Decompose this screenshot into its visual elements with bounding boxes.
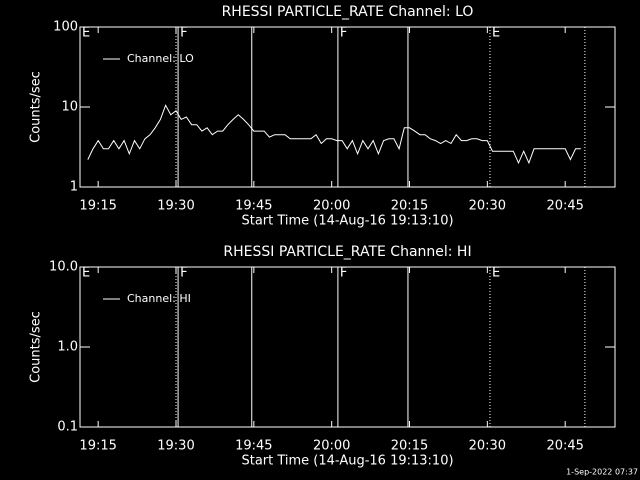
x-tick-label: 19:15 bbox=[79, 199, 116, 214]
chart-title: RHESSI PARTICLE_RATE Channel: LO bbox=[222, 4, 474, 20]
x-tick-label: 20:00 bbox=[313, 439, 350, 454]
x-axis-label: Start Time (14-Aug-16 19:13:10) bbox=[241, 214, 453, 229]
flag-label: E bbox=[82, 26, 90, 41]
x-tick-label: 20:30 bbox=[469, 439, 506, 454]
flag-label: E bbox=[82, 266, 90, 281]
y-axis-label: Counts/sec bbox=[29, 71, 44, 143]
x-tick-label: 19:30 bbox=[157, 439, 194, 454]
y-tick-label: 1 bbox=[70, 180, 78, 195]
flag-label: E bbox=[492, 26, 500, 41]
x-tick-label: 20:45 bbox=[546, 199, 583, 214]
flag-label: F bbox=[340, 26, 347, 41]
plot-frame bbox=[79, 26, 616, 188]
data-line bbox=[87, 104, 581, 165]
y-tick-label: 0.1 bbox=[57, 420, 78, 435]
x-tick-label: 20:45 bbox=[546, 439, 583, 454]
x-tick-label: 20:30 bbox=[469, 199, 506, 214]
flag-label: F bbox=[180, 266, 187, 281]
flag-label: F bbox=[340, 266, 347, 281]
x-tick-label: 19:45 bbox=[235, 439, 272, 454]
footer: 1-Sep-2022 07:37 bbox=[566, 468, 638, 477]
legend-label: Channel: LO bbox=[127, 52, 194, 65]
flag-label: F bbox=[180, 26, 187, 41]
plot-frame bbox=[79, 266, 616, 428]
x-tick-label: 19:30 bbox=[157, 199, 194, 214]
y-tick-label: 100 bbox=[53, 20, 78, 35]
y-tick-label: 10 bbox=[61, 100, 78, 115]
y-axis-label: Counts/sec bbox=[29, 311, 44, 383]
legend-label: Channel: HI bbox=[127, 292, 191, 305]
x-axis-label: Start Time (14-Aug-16 19:13:10) bbox=[241, 454, 453, 469]
x-tick-label: 20:15 bbox=[391, 439, 428, 454]
flag-label: E bbox=[492, 266, 500, 281]
x-tick-label: 20:00 bbox=[313, 199, 350, 214]
x-tick-label: 20:15 bbox=[391, 199, 428, 214]
y-tick-label: 1.0 bbox=[57, 340, 78, 355]
y-tick-label: 10.0 bbox=[49, 260, 78, 275]
x-tick-label: 19:45 bbox=[235, 199, 272, 214]
x-tick-label: 19:15 bbox=[79, 439, 116, 454]
chart-title: RHESSI PARTICLE_RATE Channel: HI bbox=[223, 244, 471, 260]
